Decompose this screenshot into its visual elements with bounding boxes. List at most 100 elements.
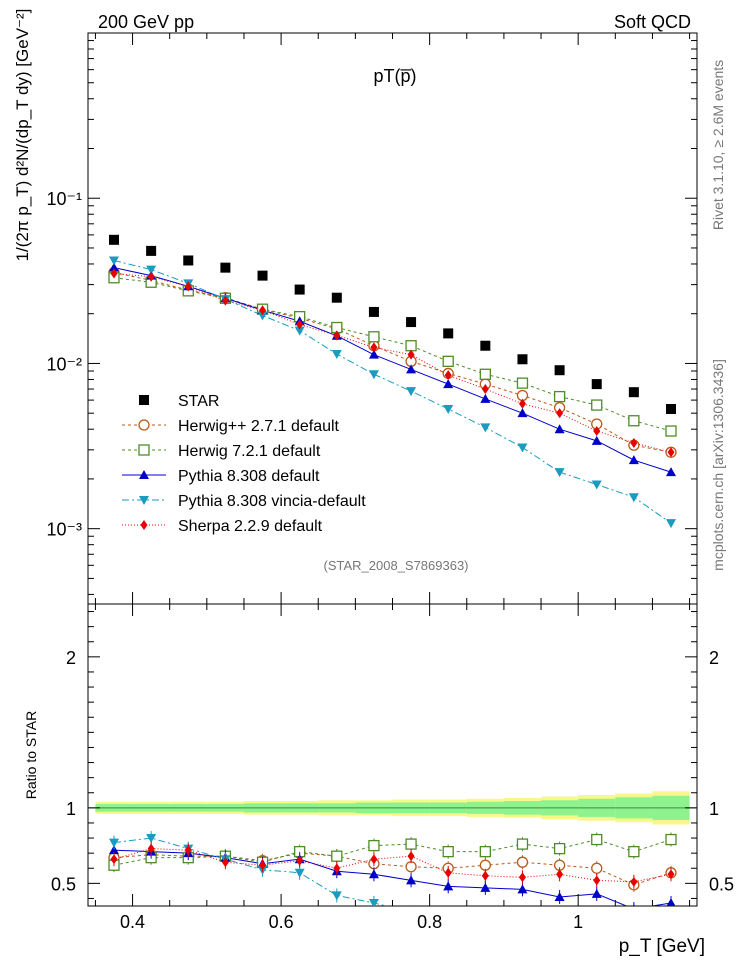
ratio-plot-frame	[87, 603, 698, 907]
sherpa-2-2-9-default-ratio-point	[184, 845, 192, 856]
sherpa-2-2-9-default-ratio-point	[481, 870, 489, 881]
pythia-8-308-default-ratio-point	[480, 882, 491, 892]
star-point	[591, 379, 602, 390]
series-marks	[108, 234, 677, 926]
pythia-8-308-default-legend-marker	[139, 470, 149, 479]
pythia-8-308-vincia-default-point	[406, 387, 417, 397]
sherpa-2-2-9-default-ratio-point	[667, 869, 675, 880]
ratio-tick-label-left: 2	[66, 648, 76, 668]
pythia-8-308-vincia-default-point	[517, 443, 528, 453]
sherpa-2-2-9-default-ratio-point	[407, 851, 415, 862]
sherpa-2-2-9-default-ratio-point	[556, 869, 564, 880]
series-lines	[113, 259, 672, 906]
herwig-7-2-1-default-point	[665, 425, 677, 437]
sherpa-2-2-9-default-point	[296, 319, 304, 330]
herwig-2-7-1-default-line	[113, 272, 672, 453]
sherpa-2-2-9-default-point	[667, 447, 675, 458]
sherpa-2-2-9-default-point	[259, 305, 267, 316]
sherpa-2-2-9-default-point	[407, 349, 415, 360]
pythia-8-308-vincia-default-point	[554, 468, 565, 478]
y-axis-label: 1/(2π p_T) d²N/(dp_T dy) [GeV⁻²]	[13, 9, 32, 262]
sherpa-2-2-9-default-ratio-point	[444, 867, 452, 878]
sherpa-2-2-9-default-point	[147, 271, 155, 282]
pythia-8-308-default-point	[517, 408, 528, 418]
star-point	[517, 354, 528, 365]
star-point	[554, 365, 565, 376]
pythia-8-308-default-ratio-point	[517, 884, 528, 894]
herwig-7-2-1-default-ratio-point	[591, 833, 603, 846]
star-point	[220, 262, 231, 273]
pythia-8-308-default-ratio-point	[443, 881, 454, 891]
herwig-7-2-1-default-point	[368, 331, 380, 343]
star-point	[368, 306, 379, 317]
herwig-7-2-1-default-ratio-point	[516, 838, 529, 850]
sherpa-2-2-9-default-point	[518, 398, 526, 409]
sherpa-2-2-9-default-ratio-point	[221, 857, 229, 868]
pythia-8-308-default-ratio-point	[406, 875, 417, 885]
herwig-7-2-1-default-point	[628, 415, 640, 427]
star-point	[294, 284, 305, 295]
herwig-7-2-1-default-ratio-point	[442, 845, 454, 858]
herwig-7-2-1-default-ratio-point	[405, 838, 417, 850]
sherpa-2-2-9-default-point	[333, 330, 341, 341]
pythia-8-308-default-point	[406, 364, 417, 374]
star-point	[443, 328, 454, 339]
pythia-8-308-default-legend-label: Pythia 8.308 default	[178, 468, 320, 485]
ratio-tick-label-right: 1	[709, 799, 719, 819]
pythia-8-308-vincia-default-point	[443, 405, 454, 415]
pythia-8-308-default-ratio-point	[632, 904, 635, 906]
herwig-2-7-1-default-ratio-point	[516, 856, 529, 868]
pythia-8-308-default-line	[113, 267, 672, 473]
pythia-8-308-vincia-default-point	[294, 326, 305, 336]
pythia-8-308-vincia-default-ratio-point	[480, 917, 490, 926]
pythia-8-308-vincia-default-point	[257, 311, 268, 321]
herwig-7-2-1-default-legend-label: Herwig 7.2.1 default	[178, 443, 321, 460]
pythia-8-308-default-ratio-point	[368, 869, 379, 879]
sherpa-2-2-9-default-point	[110, 268, 118, 279]
ratio-tick-label-right: 0.5	[709, 874, 734, 894]
pythia-8-308-vincia-default-point	[368, 370, 379, 380]
mcplots-label: mcplots.cern.ch [arXiv:1306.3436]	[710, 359, 726, 571]
sherpa-2-2-9-default-ratio-point	[518, 872, 526, 883]
herwig-2-7-1-default-legend-marker	[138, 419, 150, 431]
y-tick-label: 10⁻¹	[46, 189, 82, 209]
pythia-8-308-vincia-default-point	[628, 493, 639, 503]
herwig-2-7-1-default-ratio-point	[479, 859, 491, 871]
star-point	[666, 404, 677, 415]
pythia-8-308-default-ratio-line	[113, 849, 672, 906]
main-series-lines	[113, 259, 672, 524]
herwig-7-2-1-default-line	[113, 277, 672, 432]
star-point	[331, 292, 342, 303]
pythia-8-308-default-ratio-point	[108, 845, 119, 855]
sherpa-2-2-9-default-legend-label: Sherpa 2.2.9 default	[178, 518, 323, 535]
pythia-8-308-vincia-default-ratio-point	[108, 838, 119, 848]
star-legend-marker	[139, 395, 149, 405]
star-point	[628, 387, 639, 398]
header-left: 200 GeV pp	[98, 12, 194, 32]
herwig-7-2-1-default-ratio-line	[113, 839, 672, 866]
sherpa-2-2-9-default-point	[221, 295, 229, 306]
pythia-8-308-default-ratio-point	[591, 888, 602, 898]
legend: STAR Herwig++ 2.7.1 default Herwig 7.2.1 d…	[122, 393, 366, 535]
herwig-7-2-1-default-ratio-point	[479, 845, 491, 858]
herwig-7-2-1-default-ratio-point	[628, 845, 640, 858]
sherpa-2-2-9-default-ratio-point	[110, 854, 118, 865]
star-legend-label: STAR	[178, 393, 219, 410]
ratio-tick-label-left: 0.5	[51, 874, 76, 894]
pythia-8-308-default-ratio-point	[666, 897, 676, 906]
herwig-7-2-1-default-point	[553, 390, 566, 403]
header-right: Soft QCD	[614, 12, 691, 32]
pythia-8-308-vincia-default-ratio-point	[443, 913, 453, 922]
pythia-8-308-vincia-default-line	[113, 259, 672, 524]
pythia-8-308-default-point	[666, 467, 677, 477]
y-tick-label: 10⁻²	[46, 354, 82, 374]
sherpa-2-2-9-default-legend-marker	[140, 520, 148, 530]
pythia-8-308-default-point	[591, 435, 602, 445]
herwig-7-2-1-default-point	[405, 340, 417, 352]
sherpa-2-2-9-default-point	[481, 384, 489, 395]
y-tick-label: 10⁻³	[46, 520, 82, 540]
sherpa-2-2-9-default-point	[370, 342, 378, 353]
star-point	[108, 234, 119, 245]
x-tick-label: 0.4	[120, 912, 145, 932]
herwig-2-7-1-default-ratio-point	[405, 861, 417, 873]
